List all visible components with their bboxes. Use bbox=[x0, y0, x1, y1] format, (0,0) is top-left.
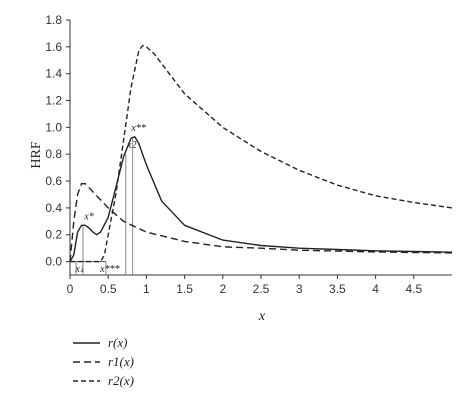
x-tick-label: 0.5 bbox=[100, 282, 117, 296]
vertical-markers: x1 x* x*** x2 x** bbox=[70, 123, 146, 275]
y-tick-label: 0.6 bbox=[45, 174, 62, 188]
x-tick-label: 2.5 bbox=[253, 282, 270, 296]
marker-label: x1 bbox=[74, 264, 84, 275]
series-line-rx bbox=[69, 136, 453, 262]
marker-label: x** bbox=[130, 123, 145, 134]
y-tick-label: 1.8 bbox=[45, 13, 62, 27]
y-tick-label: 0.0 bbox=[45, 255, 62, 269]
marker-label: x*** bbox=[99, 264, 119, 275]
y-tick-label: 0.2 bbox=[45, 228, 62, 242]
x-tick-label: 4.5 bbox=[405, 282, 422, 296]
y-tick-label: 1.0 bbox=[45, 120, 62, 134]
legend: r(x) r1(x) r2(x) bbox=[73, 335, 134, 388]
y-tick-label: 1.4 bbox=[45, 67, 62, 81]
series-lines bbox=[69, 44, 453, 263]
marker-label: x* bbox=[83, 211, 93, 222]
y-tick-label: 1.6 bbox=[45, 40, 62, 54]
y-axis-title: HRF bbox=[29, 141, 44, 168]
x-tick-label: 1.5 bbox=[176, 282, 193, 296]
marker-label: x2 bbox=[126, 140, 136, 151]
x-axis-title: x bbox=[258, 309, 266, 324]
series-line-r1x bbox=[69, 183, 453, 262]
x-tick-label: 3 bbox=[296, 282, 303, 296]
legend-label: r(x) bbox=[108, 335, 128, 350]
x-tick-label: 3.5 bbox=[329, 282, 346, 296]
y-tick-label: 1.2 bbox=[45, 94, 62, 108]
legend-label: r1(x) bbox=[108, 354, 134, 369]
x-tick-label: 0 bbox=[67, 282, 74, 296]
x-tick-label: 4 bbox=[372, 282, 379, 296]
x-tick-label: 2 bbox=[219, 282, 226, 296]
legend-label: r2(x) bbox=[108, 373, 134, 388]
axes: 0 0.5 1 1.5 2 2.5 3 3.5 4 4.5 0.0 0.2 0.4 0.6 0.8 1.0 1.… bbox=[45, 13, 452, 296]
x-tick-label: 1 bbox=[143, 282, 150, 296]
y-tick-label: 0.8 bbox=[45, 147, 62, 161]
series-line-r2x bbox=[70, 44, 453, 263]
y-tick-label: 0.4 bbox=[45, 201, 62, 215]
